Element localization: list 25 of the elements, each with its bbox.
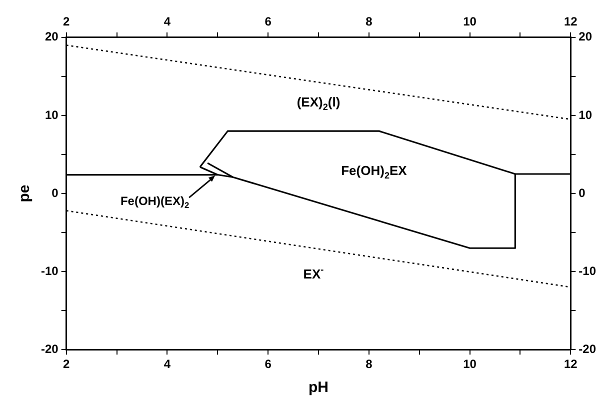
y2-tick-label: -20 [578,342,596,356]
x2-tick-label: 12 [564,14,578,29]
x2-tick-label: 6 [264,14,272,29]
x2-tick-label: 8 [366,14,373,29]
x-tick-label: 10 [463,357,477,372]
x-tick-label: 2 [63,357,70,372]
x-tick-label: 6 [264,357,272,372]
x2-tick-label: 10 [463,14,477,29]
y-tick-label: 20 [44,30,59,44]
x-axis-title: pH [308,379,328,396]
y-tick-label: 10 [44,108,59,122]
x2-tick-label: 4 [164,14,171,29]
x-tick-label: 4 [164,357,171,372]
y-axis-title: pe [16,184,34,202]
annotation: EX- [303,264,324,282]
y2-tick-label: 0 [578,186,586,200]
y2-tick-label: -10 [578,264,596,278]
y-tick-label: 0 [52,186,59,200]
x-tick-label: 8 [366,357,373,372]
y-tick-label: -20 [41,342,59,356]
x2-tick-label: 2 [63,14,70,29]
y2-tick-label: 10 [578,108,592,122]
y2-tick-label: 20 [578,30,592,44]
y-tick-label: -10 [41,264,59,278]
x-tick-label: 12 [564,357,578,372]
